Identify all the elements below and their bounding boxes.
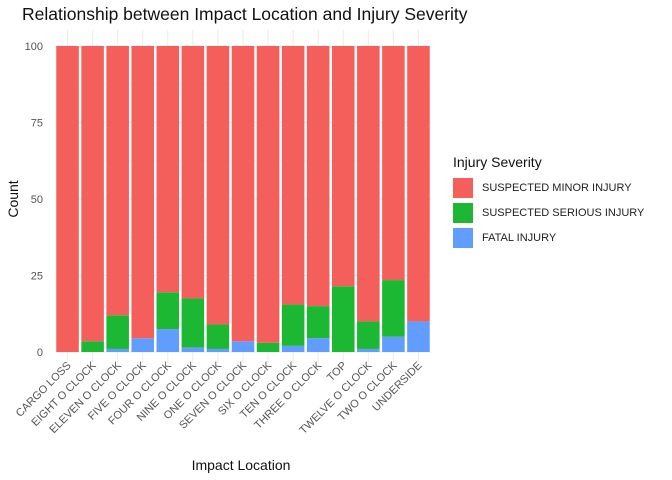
bar-segment: [357, 348, 380, 352]
bar-segment: [131, 46, 155, 339]
chart-title: Relationship between Impact Location and…: [22, 4, 468, 24]
bar-segment: [357, 46, 380, 322]
bar-segment: [156, 329, 180, 352]
bar-segment: [181, 298, 205, 348]
bar-segment: [382, 280, 405, 337]
bar-segment: [357, 321, 380, 349]
legend-swatch: [453, 202, 473, 223]
y-tick-label: 0: [37, 347, 43, 359]
bar-segment: [231, 46, 255, 342]
y-tick-label: 100: [25, 41, 43, 53]
bar-segment: [81, 341, 104, 352]
bar-segment: [106, 315, 129, 349]
bar-segment: [281, 304, 305, 346]
bar-segment: [382, 336, 405, 352]
bar-segment: [256, 342, 280, 352]
legend-item: SUSPECTED MINOR INJURY: [453, 175, 644, 200]
legend-swatch: [453, 227, 473, 248]
bar-segment: [281, 345, 305, 352]
bar-segment: [407, 321, 430, 352]
y-tick-label: 50: [31, 194, 43, 206]
bar-segment: [306, 306, 330, 339]
bar-segment: [206, 46, 230, 325]
legend-item: FATAL INJURY: [453, 225, 644, 250]
legend-item: SUSPECTED SERIOUS INJURY: [453, 200, 644, 225]
y-axis-title: Count: [5, 180, 21, 217]
bar-segment: [181, 347, 205, 352]
legend-items: SUSPECTED MINOR INJURY SUSPECTED SERIOUS …: [453, 175, 644, 250]
bar-layer: [56, 46, 430, 352]
bar-segment: [131, 338, 155, 352]
legend: Injury Severity SUSPECTED MINOR INJURY SU…: [453, 154, 644, 250]
y-tick-labels: 0 25 50 75 100: [25, 41, 43, 359]
legend-swatch: [453, 177, 473, 198]
bar-segment: [256, 46, 280, 343]
bar-segment: [106, 46, 129, 316]
bar-segment: [156, 46, 180, 293]
y-tick-label: 25: [31, 271, 43, 283]
bar-segment: [382, 46, 405, 281]
legend-title: Injury Severity: [453, 154, 542, 170]
bar-segment: [81, 46, 104, 342]
bar-segment: [231, 341, 255, 352]
bar-segment: [181, 46, 205, 299]
bar-segment: [331, 286, 355, 352]
bar-segment: [206, 324, 230, 349]
x-axis-title: Impact Location: [192, 457, 291, 473]
bar-segment: [156, 292, 180, 330]
legend-label: SUSPECTED SERIOUS INJURY: [482, 206, 645, 219]
bar-segment: [306, 46, 330, 307]
y-tick-label: 75: [31, 118, 43, 130]
bar-segment: [106, 348, 129, 352]
bar-segment: [407, 46, 430, 322]
bar-segment: [206, 348, 230, 352]
legend-label: FATAL INJURY: [482, 231, 557, 244]
bar-segment: [306, 338, 330, 352]
legend-label: SUSPECTED MINOR INJURY: [482, 181, 632, 194]
bar-segment: [281, 46, 305, 305]
bar-segment: [331, 46, 355, 287]
bar-segment: [56, 46, 79, 352]
